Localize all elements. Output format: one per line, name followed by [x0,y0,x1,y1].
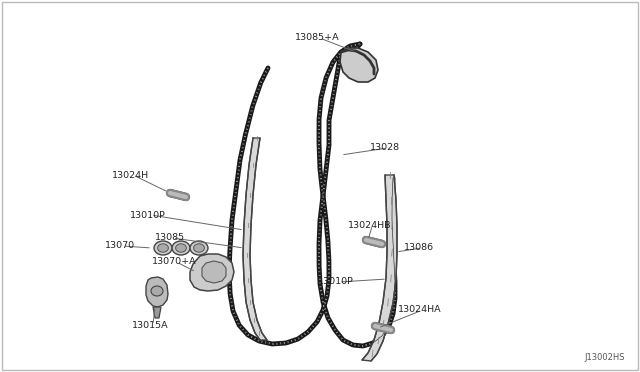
Text: 13024H: 13024H [112,170,149,180]
Text: 13015A: 13015A [132,321,168,330]
Polygon shape [340,48,378,82]
Ellipse shape [175,244,186,252]
Ellipse shape [193,244,204,252]
Text: 13086: 13086 [404,244,434,253]
Polygon shape [190,254,234,291]
Text: 13024HB: 13024HB [348,221,392,230]
Polygon shape [202,261,226,283]
Polygon shape [362,175,397,361]
Text: 13024HA: 13024HA [398,305,442,314]
Text: 13085+A: 13085+A [295,33,340,42]
Text: 13085: 13085 [155,234,185,243]
Ellipse shape [172,241,190,255]
Polygon shape [146,277,168,307]
Text: 13070+A: 13070+A [152,257,196,266]
Text: 13070: 13070 [105,241,135,250]
Ellipse shape [151,286,163,296]
Text: 13010P: 13010P [130,211,166,219]
Polygon shape [243,138,267,340]
Text: J13002HS: J13002HS [584,353,625,362]
Ellipse shape [157,244,168,252]
Ellipse shape [154,241,172,255]
Text: 13028: 13028 [370,144,400,153]
Text: 13010P: 13010P [318,278,354,286]
Ellipse shape [190,241,208,255]
Polygon shape [153,307,161,318]
